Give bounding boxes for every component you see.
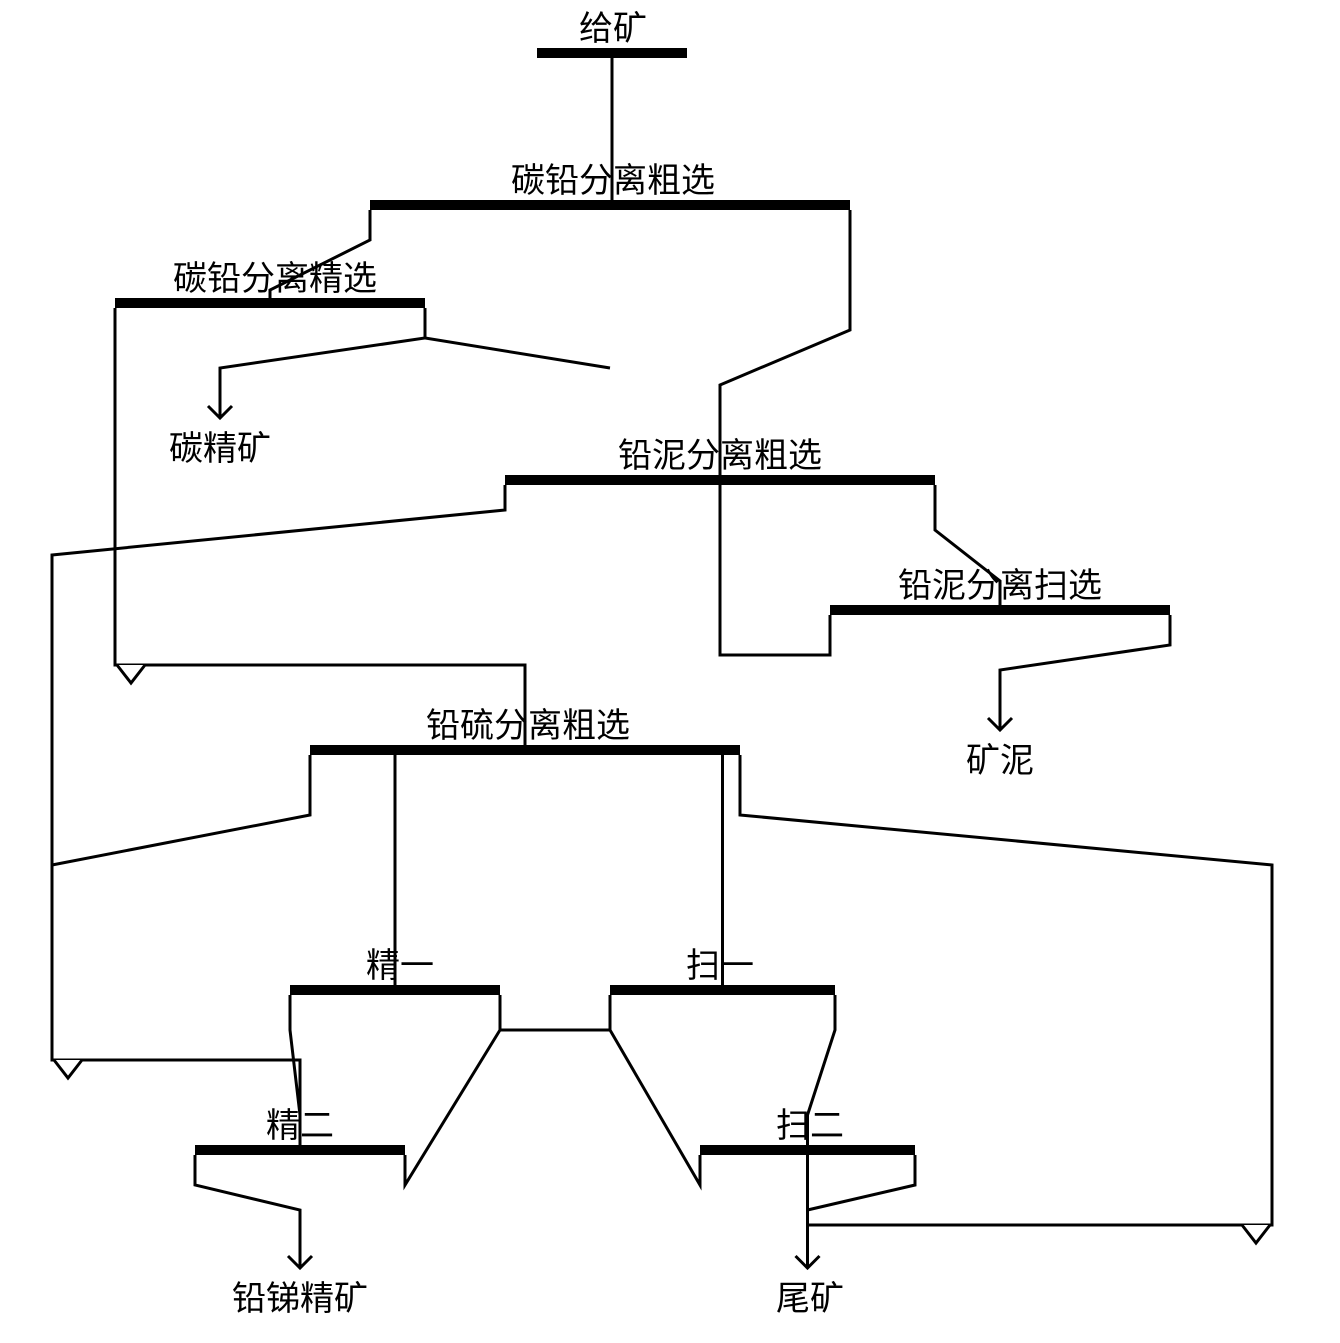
pb_mud_scav-bar (830, 605, 1170, 615)
pb_mud_scav-label: 铅泥分离扫选 (898, 567, 1102, 605)
c_pb_rough-label: 碳铅分离粗选 (511, 162, 715, 200)
pb_mud_rough-label: 铅泥分离粗选 (618, 437, 822, 475)
feed-bar (537, 48, 687, 58)
clean2-bar (195, 1145, 405, 1155)
scav1-label: 扫一 (686, 947, 754, 985)
scav2-label: 扫二 (776, 1107, 844, 1145)
c_conc-label: 碳精矿 (169, 430, 271, 468)
c_pb_rough-bar (370, 200, 850, 210)
feed-label: 给矿 (579, 10, 647, 48)
clean1-label: 精一 (366, 947, 434, 985)
pb_s_rough-bar (310, 745, 740, 755)
pb_mud_rough-bar (505, 475, 935, 485)
pb_s_rough-label: 铅硫分离粗选 (426, 707, 630, 745)
tailings-label: 尾矿 (776, 1280, 844, 1318)
clean1-bar (290, 985, 500, 995)
scav2-bar (700, 1145, 915, 1155)
c_pb_clean-bar (115, 298, 425, 308)
pb_sb_conc-label: 铅锑精矿 (232, 1280, 368, 1318)
c_pb_clean-label: 碳铅分离精选 (173, 260, 377, 298)
slime-label: 矿泥 (966, 742, 1034, 780)
scav1-bar (610, 985, 835, 995)
clean2-label: 精二 (266, 1107, 334, 1145)
